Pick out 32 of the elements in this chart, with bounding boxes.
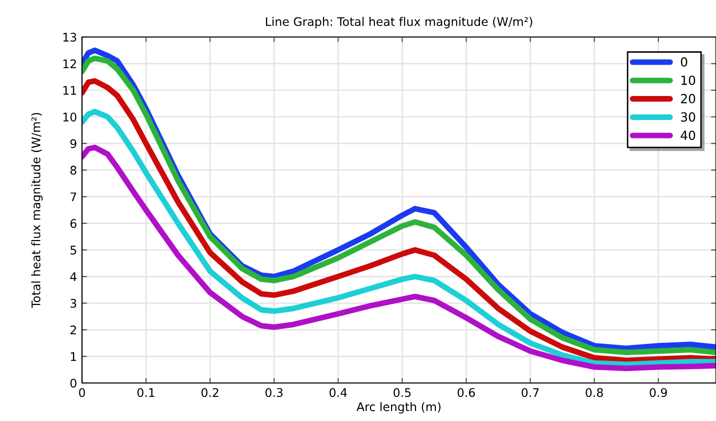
y-axis-title: Total heat flux magnitude (W/m²) <box>31 112 43 308</box>
y-tick-label: 9 <box>70 139 76 148</box>
x-tick-label: 0.6 <box>458 388 475 397</box>
y-tick-label: 13 <box>63 32 76 42</box>
y-tick-label: 12 <box>63 59 76 68</box>
y-tick-label: 10 <box>63 112 76 122</box>
legend-label: 0 <box>680 57 688 67</box>
legend-label: 30 <box>681 112 696 122</box>
x-tick-label: 0.1 <box>137 388 154 397</box>
y-tick-label: 11 <box>63 86 76 95</box>
x-tick-label: 0.4 <box>330 388 347 397</box>
y-tick-label: 5 <box>70 246 76 255</box>
x-tick-label: 0.3 <box>266 388 283 397</box>
legend-label: 20 <box>681 94 696 104</box>
legend-label: 10 <box>681 76 696 86</box>
x-tick-label: 0.2 <box>201 388 218 397</box>
x-tick-label: 0 <box>79 388 85 397</box>
y-tick-label: 1 <box>70 352 76 361</box>
y-tick-label: 2 <box>70 325 76 334</box>
x-tick-label: 0.9 <box>650 388 667 397</box>
x-tick-label: 0.5 <box>394 388 411 397</box>
y-tick-label: 7 <box>70 192 76 202</box>
legend-label: 40 <box>680 130 696 140</box>
y-tick-label: 6 <box>70 219 76 228</box>
y-tick-label: 4 <box>70 272 76 282</box>
x-tick-label: 0.7 <box>522 388 539 397</box>
y-tick-label: 3 <box>70 298 76 308</box>
x-tick-label: 0.8 <box>586 388 603 397</box>
y-tick-label: 8 <box>70 166 76 175</box>
x-axis-title: Arc length (m) <box>356 402 440 414</box>
y-tick-label: 0 <box>70 378 76 388</box>
chart-title: Line Graph: Total heat flux magnitude (W/m²) <box>266 16 532 28</box>
